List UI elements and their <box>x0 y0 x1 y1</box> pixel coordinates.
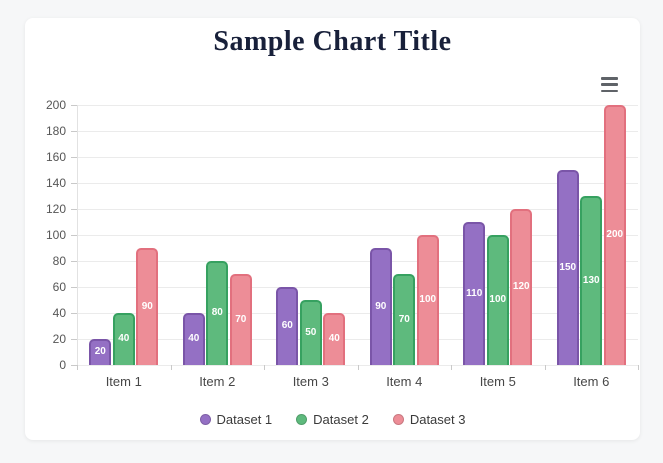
menu-bar <box>601 89 618 92</box>
y-axis-tick-label: 60 <box>52 280 66 294</box>
chart-legend: Dataset 1 Dataset 2 Dataset 3 <box>25 408 640 430</box>
gridline <box>77 183 638 184</box>
legend-marker <box>392 413 404 425</box>
x-axis-tick <box>638 365 639 370</box>
bar-value-label: 90 <box>375 300 387 312</box>
bar-dataset-1-item-4[interactable] <box>369 248 392 365</box>
gridline <box>77 261 638 262</box>
y-axis-tick <box>71 313 77 314</box>
y-axis-tick-label: 20 <box>52 332 66 346</box>
legend-item-dataset-2[interactable]: Dataset 2 <box>296 412 369 427</box>
y-axis-tick-label: 140 <box>45 176 66 190</box>
bar-value-label: 200 <box>606 229 624 240</box>
menu-bar <box>601 77 618 80</box>
bar-dataset-2-item-6[interactable] <box>580 196 603 365</box>
gridline <box>77 157 638 158</box>
bar-dataset-2-item-2[interactable] <box>206 261 229 365</box>
y-axis-tick <box>71 209 77 210</box>
bar-value-label: 60 <box>281 320 293 331</box>
bar-value-label: 40 <box>188 333 200 344</box>
gridline <box>77 235 638 236</box>
x-axis-tick <box>77 365 78 370</box>
x-axis-category-label: Item 3 <box>292 374 329 389</box>
hamburger-menu-icon[interactable] <box>601 77 618 92</box>
x-axis-tick <box>264 365 265 370</box>
legend-label: Dataset 3 <box>409 411 466 427</box>
x-axis-tick <box>357 365 359 370</box>
y-axis-tick <box>71 287 77 288</box>
bar-value-label: 100 <box>489 294 507 305</box>
y-axis-tick <box>71 365 77 366</box>
legend-label: Dataset 1 <box>216 411 273 427</box>
bar-dataset-3-item-3[interactable] <box>323 313 346 365</box>
y-axis-tick-label: 200 <box>45 98 66 112</box>
bar-value-label: 70 <box>235 313 247 325</box>
bar-dataset-2-item-4[interactable] <box>393 274 416 365</box>
x-axis-tick <box>451 365 452 370</box>
bar-dataset-3-item-2[interactable] <box>229 274 252 365</box>
y-axis-tick <box>71 261 77 262</box>
x-axis-category-label: Item 5 <box>479 374 516 389</box>
bar-value-label: 20 <box>94 346 106 357</box>
bar-dataset-2-item-1[interactable] <box>112 313 135 365</box>
y-axis-tick <box>71 131 77 132</box>
x-axis-category-label: Item 4 <box>386 374 423 389</box>
x-axis-tick <box>544 365 546 370</box>
bar-value-label: 150 <box>559 261 577 273</box>
y-axis-tick-label: 40 <box>52 306 66 320</box>
y-axis-tick-label: 100 <box>45 228 66 242</box>
gridline <box>77 313 638 314</box>
bar-dataset-1-item-3[interactable] <box>276 287 299 365</box>
x-axis-category-label: Item 2 <box>199 374 236 389</box>
gridline <box>77 131 638 132</box>
bar-value-label: 70 <box>398 313 410 325</box>
y-axis-line <box>77 105 78 370</box>
bar-value-label: 120 <box>512 281 530 292</box>
bar-value-label: 90 <box>141 300 153 312</box>
bar-value-label: 130 <box>582 274 600 286</box>
y-axis-tick <box>71 235 77 236</box>
bar-value-label: 110 <box>466 287 483 299</box>
bar-value-label: 40 <box>328 333 340 344</box>
bar-dataset-2-item-5[interactable] <box>486 235 509 365</box>
bar-value-label: 100 <box>419 294 437 305</box>
gridline <box>77 287 638 288</box>
gridline <box>77 105 638 106</box>
bar-dataset-1-item-5[interactable] <box>463 222 486 365</box>
y-axis-tick-label: 120 <box>45 202 66 216</box>
gridline <box>77 339 638 340</box>
legend-marker <box>296 413 308 425</box>
bar-dataset-1-item-6[interactable] <box>556 170 579 365</box>
bar-dataset-2-item-3[interactable] <box>299 300 322 365</box>
bar-dataset-1-item-1[interactable] <box>89 339 112 365</box>
bar-dataset-3-item-6[interactable] <box>603 105 626 365</box>
chart-title: Sample Chart Title <box>213 26 452 57</box>
y-axis-tick <box>71 339 77 340</box>
bar-value-label: 80 <box>211 307 223 318</box>
y-axis-tick-label: 180 <box>45 124 66 138</box>
bar-dataset-3-item-1[interactable] <box>136 248 159 365</box>
menu-bar <box>601 83 618 86</box>
legend-item-dataset-1[interactable]: Dataset 1 <box>199 411 273 427</box>
y-axis-tick-label: 0 <box>59 358 66 372</box>
bar-dataset-3-item-4[interactable] <box>416 235 439 365</box>
bar-value-label: 40 <box>118 333 130 344</box>
chart-card: Sample Chart Title 0 20 40 60 80 100 120 140 160… <box>25 18 640 440</box>
gridline <box>77 209 638 210</box>
bar-dataset-1-item-2[interactable] <box>182 313 205 365</box>
y-axis-tick <box>71 183 77 184</box>
bar-dataset-3-item-5[interactable] <box>510 209 533 365</box>
y-axis-tick-label: 80 <box>52 254 66 268</box>
legend-marker <box>199 413 211 425</box>
x-axis-category-label: Item 1 <box>105 374 142 389</box>
bar-chart-plot-area: 0 20 40 60 80 100 120 140 160 180 200 Item 1 Item 2 I… <box>25 18 640 440</box>
y-axis-tick <box>71 105 77 106</box>
legend-label: Dataset 2 <box>313 411 369 427</box>
y-axis-tick-label: 160 <box>45 150 66 164</box>
x-axis-category-label: Item 6 <box>573 374 610 389</box>
legend-item-dataset-3[interactable]: Dataset 3 <box>392 411 466 427</box>
y-axis-tick <box>71 157 77 158</box>
x-axis-tick <box>170 365 172 370</box>
bar-value-label: 50 <box>305 326 317 338</box>
